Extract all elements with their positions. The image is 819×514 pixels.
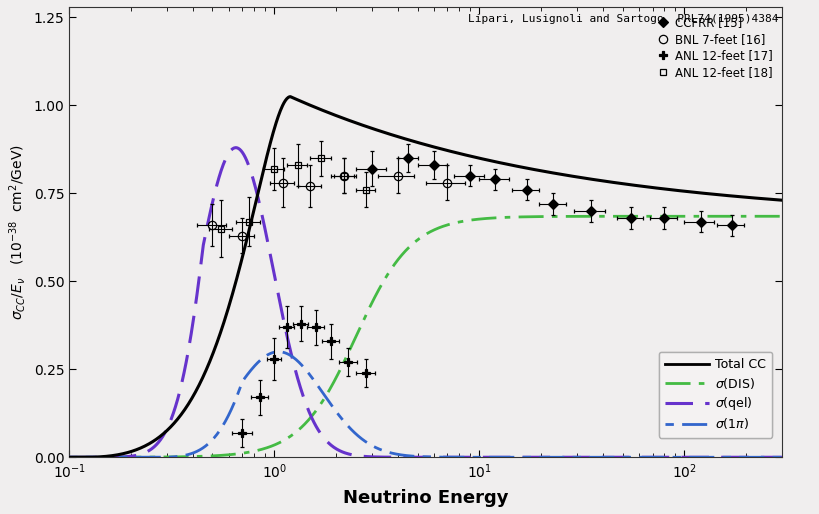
Legend: Total CC, $\sigma$(DIS), $\sigma$(qel), $\sigma$(1$\pi$): Total CC, $\sigma$(DIS), $\sigma$(qel), … bbox=[658, 352, 771, 437]
X-axis label: Neutrino Energy: Neutrino Energy bbox=[342, 489, 508, 507]
Text: Lipari, Lusignoli and Sartogo  PRL74(1995)4384: Lipari, Lusignoli and Sartogo PRL74(1995… bbox=[468, 14, 778, 24]
Y-axis label: $\sigma_{CC}/E_\nu$   $(10^{-38}$  cm$^2$/GeV): $\sigma_{CC}/E_\nu$ $(10^{-38}$ cm$^2$/G… bbox=[7, 144, 28, 320]
